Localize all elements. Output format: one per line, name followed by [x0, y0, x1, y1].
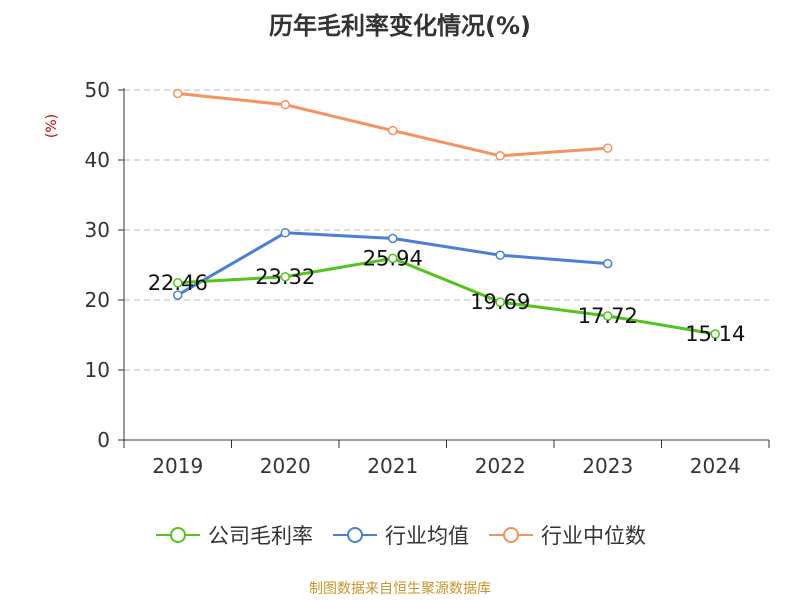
x-tick-label: 2023 [582, 454, 633, 478]
data-label: 25.94 [363, 246, 423, 270]
data-point [280, 99, 290, 110]
x-tick-label: 2021 [367, 454, 418, 478]
y-tick-label: 30 [85, 218, 110, 242]
legend-item-industry-median[interactable]: 行业中位数 [487, 520, 646, 550]
y-tick-label: 10 [85, 358, 110, 382]
x-tick-label: 2019 [152, 454, 203, 478]
legend-line-circle-icon [333, 527, 377, 543]
legend-label: 公司毛利率 [208, 524, 313, 548]
data-point [173, 278, 183, 288]
y-tick-label: 50 [85, 78, 110, 102]
legend: 公司毛利率 行业均值 行业中位数 [0, 520, 800, 550]
data-point [710, 329, 720, 339]
data-label: 15.14 [685, 322, 745, 346]
data-point [603, 143, 613, 153]
legend-label: 行业中位数 [541, 524, 646, 548]
y-tick-label: 20 [85, 288, 110, 312]
legend-line-circle-icon [156, 527, 200, 543]
x-tick-label: 2020 [260, 454, 311, 478]
x-tick-label: 2022 [475, 454, 526, 478]
data-point [388, 253, 398, 264]
data-point [495, 297, 505, 307]
data-point [495, 250, 505, 260]
legend-line-circle-icon [489, 527, 533, 543]
source-note: 制图数据来自恒生聚源数据库 [309, 581, 491, 597]
legend-label: 行业均值 [385, 524, 469, 548]
data-point [173, 290, 183, 300]
y-tick-label: 0 [97, 428, 110, 452]
data-point [603, 311, 613, 321]
y-tick-label: 40 [85, 148, 110, 172]
data-label: 19.69 [470, 290, 530, 314]
data-label: 22.46 [148, 271, 208, 295]
data-point [280, 272, 290, 282]
data-label: 23.32 [255, 265, 315, 289]
data-point [280, 228, 290, 238]
data-point [603, 258, 613, 269]
legend-item-company[interactable]: 公司毛利率 [154, 520, 313, 550]
data-point [388, 125, 398, 136]
series-line [177, 92, 608, 158]
x-tick-label: 2024 [690, 454, 741, 478]
data-point [495, 151, 505, 161]
data-label: 17.72 [578, 304, 638, 328]
data-point [173, 88, 183, 99]
series-line [177, 256, 716, 336]
chart-title: 历年毛利率变化情况(%) [269, 12, 531, 40]
legend-item-industry-mean[interactable]: 行业均值 [331, 520, 469, 550]
data-point [388, 233, 398, 244]
